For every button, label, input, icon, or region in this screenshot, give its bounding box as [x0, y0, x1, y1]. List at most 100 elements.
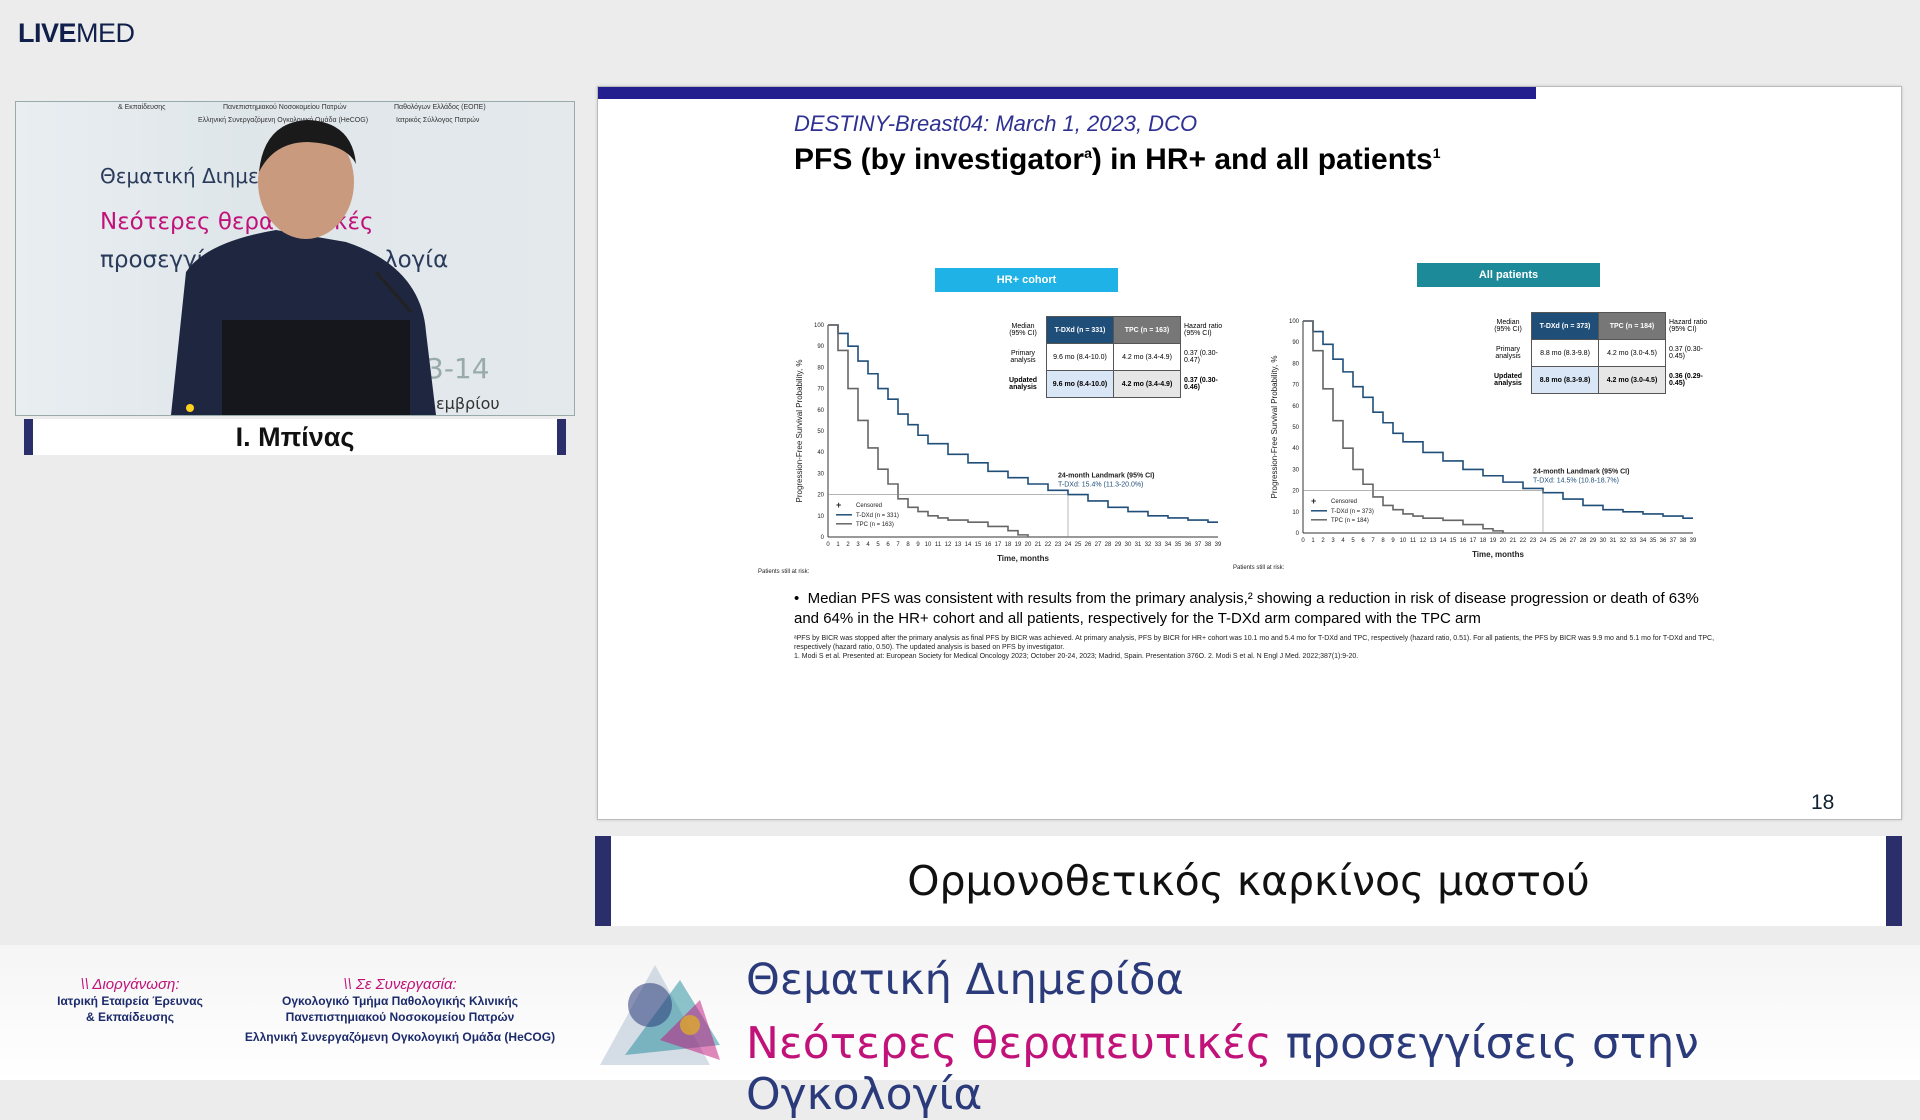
at-risk-label: Patients still at risk:: [758, 569, 810, 575]
x-tick-label: 11: [1410, 538, 1417, 544]
banner-text: Ελληνική Συνεργαζόμενη Ογκολογική Ομάδα …: [198, 117, 369, 124]
backdrop-title: προσεγγί: [100, 247, 205, 273]
x-tick-label: 3: [1331, 538, 1335, 544]
x-tick-label: 39: [1215, 542, 1222, 548]
livemed-logo: LIVEMED: [18, 18, 135, 48]
x-tick-label: 24: [1065, 542, 1072, 548]
x-tick-label: 7: [896, 542, 900, 548]
y-tick-label: 100: [814, 323, 825, 329]
x-tick-label: 18: [1005, 542, 1012, 548]
x-tick-label: 26: [1085, 542, 1092, 548]
km-series-line: [1303, 320, 1504, 533]
slide-footnotes: ᵃPFS by BICR was stopped after the prima…: [794, 634, 1734, 661]
x-tick-label: 7: [1371, 538, 1375, 544]
x-tick-label: 25: [1550, 538, 1557, 544]
x-tick-label: 6: [1361, 538, 1365, 544]
x-tick-label: 28: [1580, 538, 1587, 544]
speaker-name: Ι. Μπίνας: [24, 419, 566, 455]
y-tick-label: 100: [1289, 319, 1300, 325]
x-tick-label: 6: [886, 542, 890, 548]
banner-text: Ιατρικός Σύλλογος Πατρών: [396, 117, 480, 124]
x-tick-label: 31: [1610, 538, 1617, 544]
backdrop-title: Νεότερες θερα: [100, 209, 275, 235]
x-tick-label: 5: [1351, 538, 1355, 544]
km-series-line: [828, 324, 1218, 523]
y-tick-label: 70: [817, 387, 824, 393]
x-tick-label: 33: [1630, 538, 1637, 544]
x-tick-label: 39: [1690, 538, 1697, 544]
x-tick-label: 37: [1670, 538, 1677, 544]
x-tick-label: 1: [1311, 538, 1315, 544]
speaker-figure: [171, 120, 436, 415]
x-tick-label: 14: [965, 542, 972, 548]
x-tick-label: 1: [836, 542, 840, 548]
y-tick-label: 70: [1292, 383, 1299, 389]
y-tick-label: 10: [817, 514, 824, 520]
y-tick-label: 50: [1292, 425, 1299, 431]
organizer-block: \\ Διοργάνωση: Ιατρική Εταιρεία Έρευνας …: [57, 976, 203, 1025]
x-tick-label: 34: [1165, 542, 1172, 548]
censored-marker: +: [1311, 496, 1316, 506]
x-tick-label: 35: [1175, 542, 1182, 548]
y-tick-label: 80: [1292, 361, 1299, 367]
collaboration-block: \\ Σε Συνεργασία: Ογκολογικό Τμήμα Παθολ…: [244, 976, 556, 1045]
y-tick-label: 40: [817, 450, 824, 456]
backdrop-date: 3-14: [426, 352, 490, 385]
legend-label: T-DXd (n = 331): [856, 513, 899, 519]
speaker-video: & Εκπαίδευσης Πανεπιστημιακού Νοσοκομείο…: [15, 101, 575, 416]
landmark-title: 24-month Landmark (95% CI): [1533, 469, 1629, 476]
x-tick-label: 35: [1650, 538, 1657, 544]
x-tick-label: 2: [846, 542, 850, 548]
km-series-line: [828, 324, 1029, 537]
x-tick-label: 21: [1510, 538, 1517, 544]
x-tick-label: 17: [995, 542, 1002, 548]
x-tick-label: 12: [1420, 538, 1427, 544]
banner-text: Πανεπιστημιακού Νοσοκομείου Πατρών: [223, 104, 347, 111]
x-tick-label: 16: [1460, 538, 1467, 544]
x-tick-label: 37: [1195, 542, 1202, 548]
x-tick-label: 13: [1430, 538, 1437, 544]
x-tick-label: 21: [1035, 542, 1042, 548]
y-tick-label: 90: [817, 344, 824, 350]
x-tick-label: 0: [1301, 538, 1305, 544]
x-tick-label: 12: [945, 542, 952, 548]
x-tick-label: 36: [1185, 542, 1192, 548]
x-tick-label: 25: [1075, 542, 1082, 548]
event-footer: \\ Διοργάνωση: Ιατρική Εταιρεία Έρευνας …: [0, 945, 1920, 1080]
presentation-slide: DESTINY-Breast04: March 1, 2023, DCO PFS…: [597, 86, 1902, 820]
x-tick-label: 20: [1500, 538, 1507, 544]
x-tick-label: 10: [925, 542, 932, 548]
y-tick-label: 0: [1296, 531, 1300, 537]
x-tick-label: 28: [1105, 542, 1112, 548]
x-tick-label: 4: [1341, 538, 1345, 544]
at-risk-label: Patients still at risk:: [1233, 565, 1285, 571]
x-tick-label: 18: [1480, 538, 1487, 544]
footnote: ᵃPFS by BICR was stopped after the prima…: [794, 635, 1715, 651]
y-tick-label: 10: [1292, 510, 1299, 516]
slide-page-number: 18: [1811, 791, 1835, 814]
backdrop-month: εμβρίου: [436, 394, 500, 413]
legend-label: Censored: [1331, 499, 1357, 505]
x-tick-label: 15: [1450, 538, 1457, 544]
x-axis-label: Time, months: [997, 554, 1049, 563]
y-tick-label: 30: [1292, 467, 1299, 473]
footnote: 1. Modi S et al. Presented at: European …: [794, 653, 1359, 660]
x-tick-label: 29: [1590, 538, 1597, 544]
x-tick-label: 29: [1115, 542, 1122, 548]
x-tick-label: 36: [1660, 538, 1667, 544]
y-tick-label: 40: [1292, 446, 1299, 452]
y-tick-label: 20: [1292, 489, 1299, 495]
x-tick-label: 5: [876, 542, 880, 548]
y-tick-label: 60: [817, 408, 824, 414]
landmark-value: T-DXd: 14.5% (10.8-18.7%): [1533, 478, 1619, 485]
x-tick-label: 20: [1025, 542, 1032, 548]
topic-caption: Ορμονοθετικός καρκίνος μαστού: [595, 836, 1902, 926]
event-logo-graphic: [600, 965, 720, 1065]
x-tick-label: 9: [916, 542, 920, 548]
legend-label: Censored: [856, 503, 882, 509]
x-tick-label: 38: [1680, 538, 1687, 544]
y-axis-label: Progression-Free Survival Probability, %: [795, 359, 804, 502]
x-tick-label: 27: [1570, 538, 1577, 544]
